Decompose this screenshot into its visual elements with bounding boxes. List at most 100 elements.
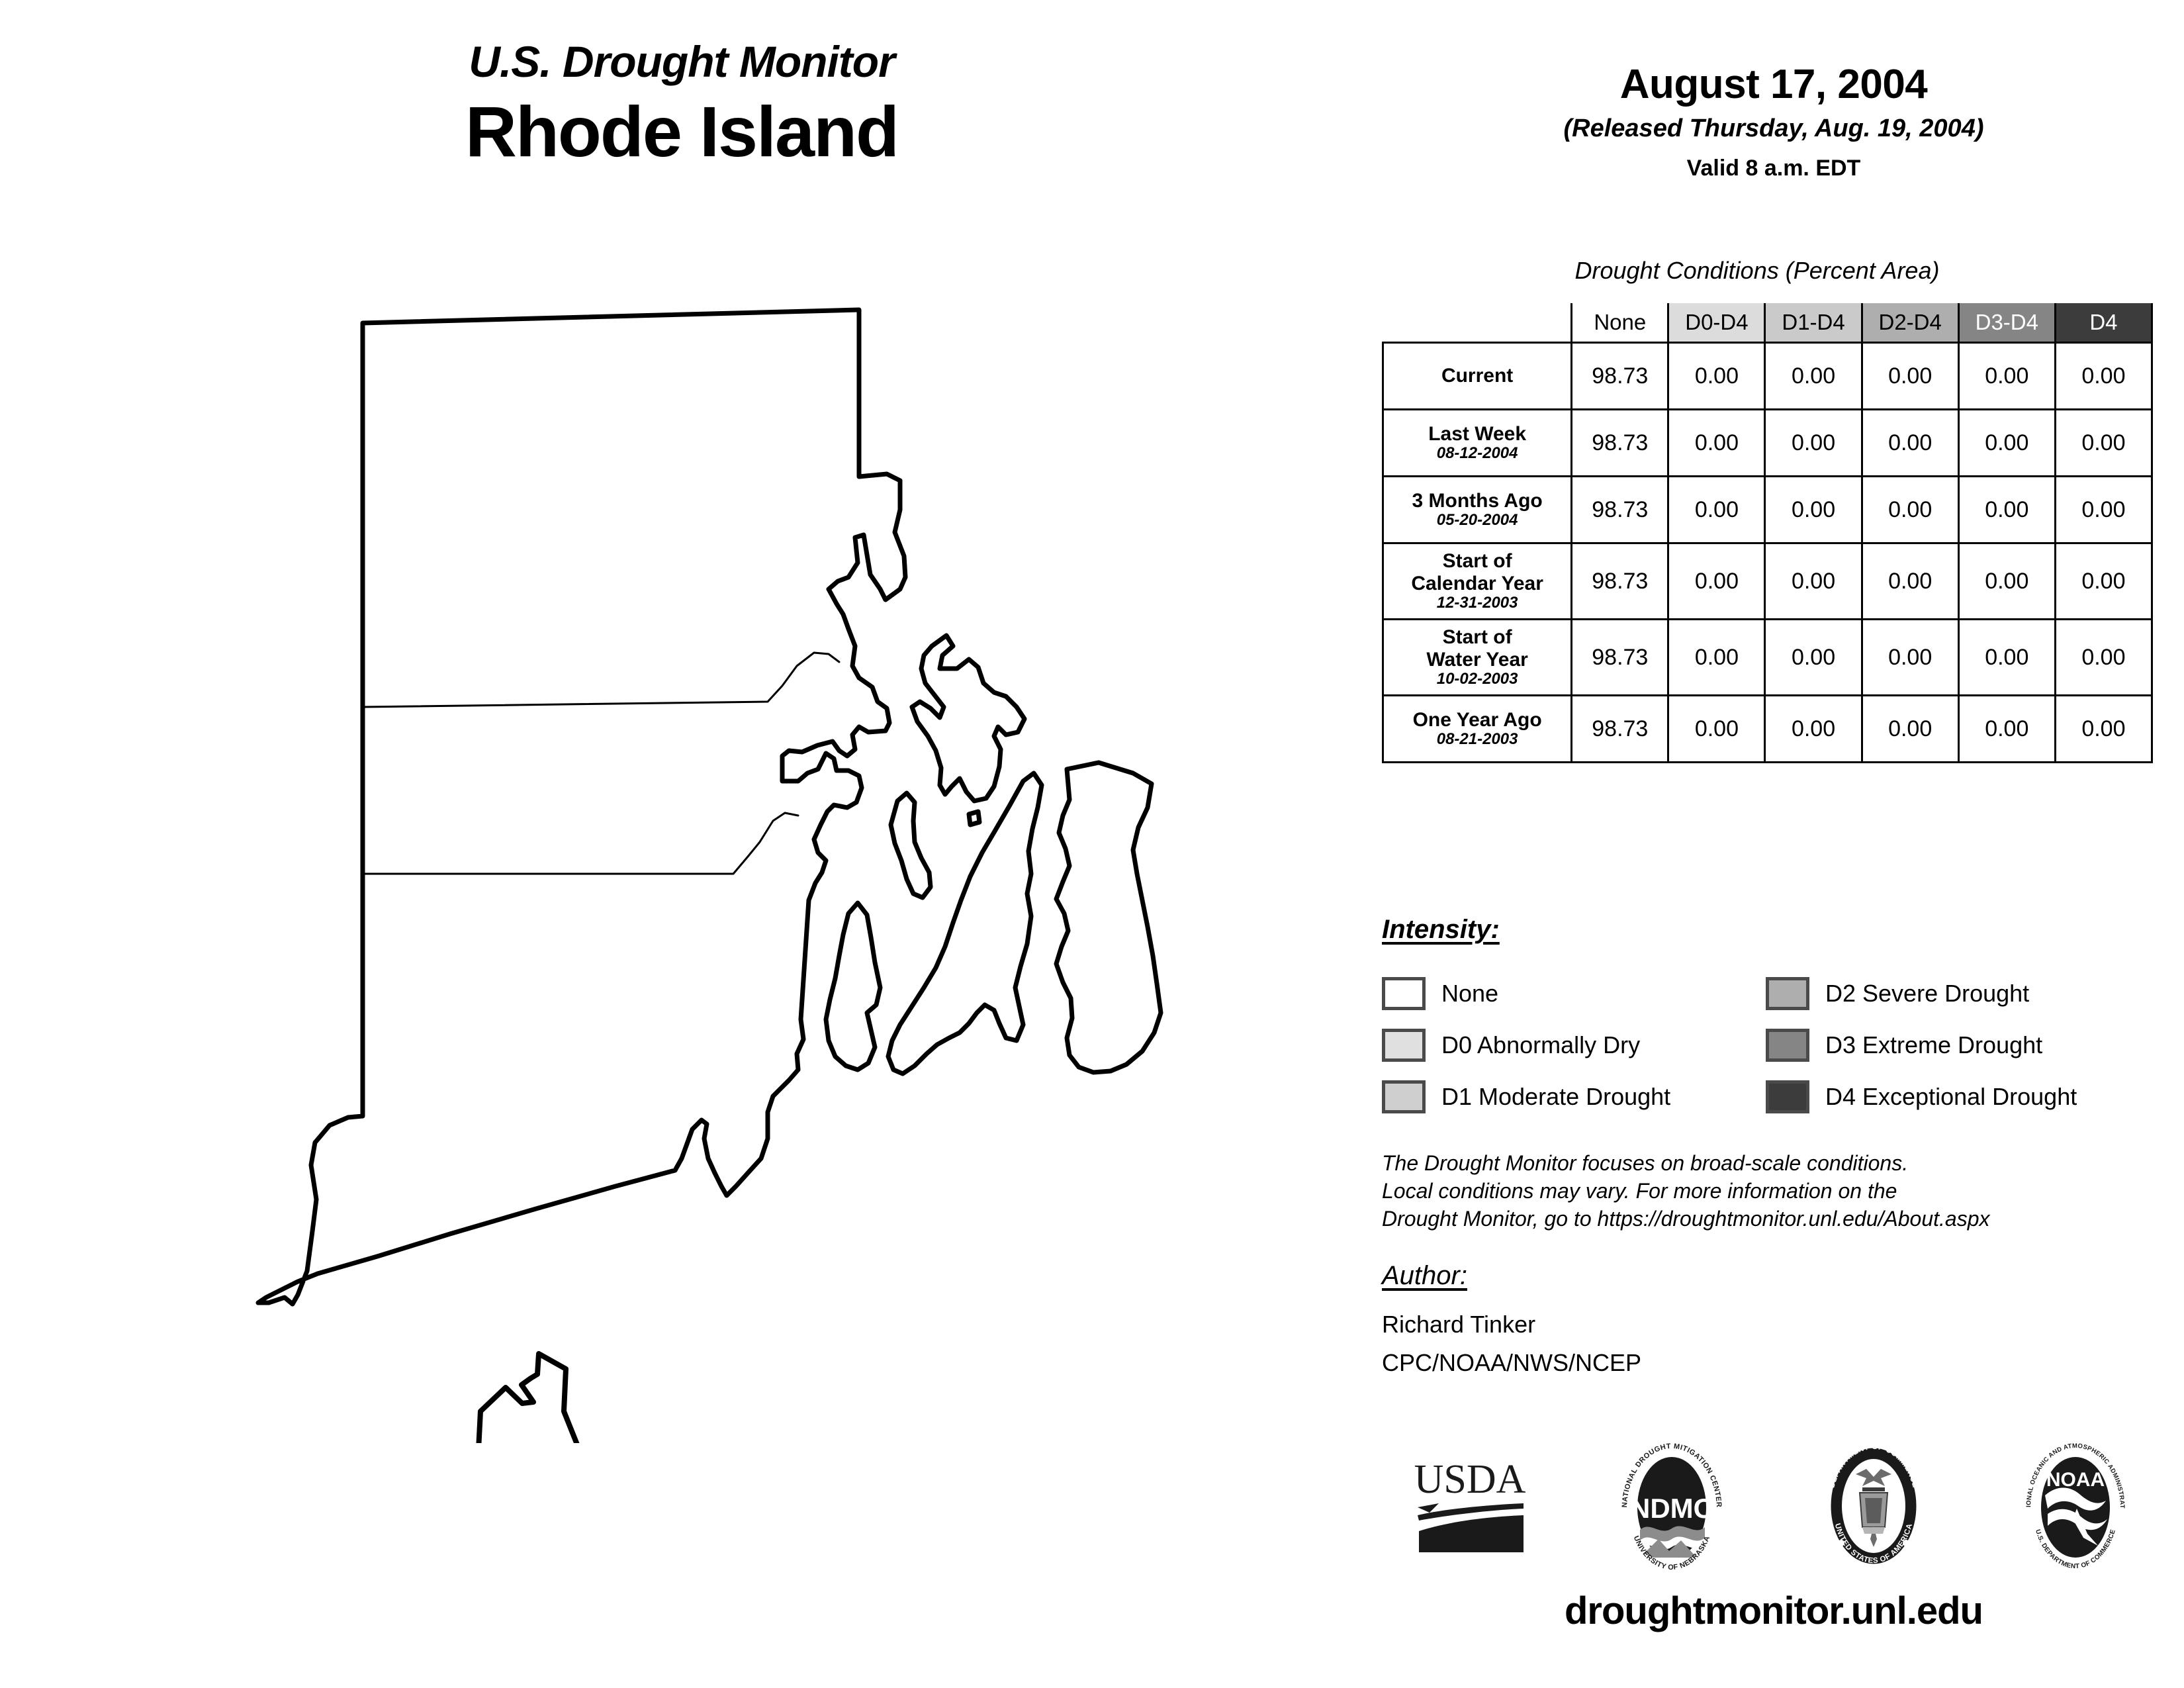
legend-label: D2 Severe Drought (1825, 980, 2030, 1007)
legend-label: D1 Moderate Drought (1441, 1083, 1671, 1110)
column-header-d4: D4 (2054, 303, 2154, 344)
cell-none: 98.73 (1570, 408, 1670, 477)
release-date: (Released Thursday, Aug. 19, 2004) (1563, 115, 1984, 143)
cell-none: 98.73 (1570, 475, 1670, 544)
drought-conditions-table: None D0-D4 D1-D4 D2-D4 D3-D4 D4 Current … (1381, 303, 2154, 763)
disclaimer-text: The Drought Monitor focuses on broad-sca… (1382, 1149, 2176, 1233)
column-header-none: None (1570, 303, 1670, 344)
state-title: Rhode Island (465, 91, 899, 171)
cell-d3d4: 0.00 (1957, 408, 2056, 477)
legend-item-none: None (1382, 968, 1766, 1019)
cell-d4: 0.00 (2054, 408, 2154, 477)
doc-logo: DEPARTMENT OF COMMERCE UNITED STATES OF … (1828, 1443, 1919, 1565)
table-row: Last Week 08-12-2004 98.73 0.00 0.00 0.0… (1381, 408, 2154, 477)
row-label-text: Start of Water Year (1426, 626, 1528, 671)
row-label-current: Current (1381, 342, 1573, 410)
legend-swatch-d3 (1766, 1029, 1809, 1062)
ndmc-logo: NDMC NATIONAL DROUGHT MITIGATION CENTER … (1621, 1442, 1723, 1571)
disclaimer-line-3: Drought Monitor, go to https://droughtmo… (1382, 1207, 1990, 1231)
usda-logo: USDA (1414, 1457, 1525, 1552)
cell-none: 98.73 (1570, 542, 1670, 620)
row-label-start-of-calendar-year: Start of Calendar Year 12-31-2003 (1381, 542, 1573, 620)
cell-d1d4: 0.00 (1764, 694, 1863, 763)
cell-d4: 0.00 (2054, 342, 2154, 410)
cell-d4: 0.00 (2054, 618, 2154, 696)
intensity-heading: Intensity: (1382, 915, 1500, 944)
row-label-last-week: Last Week 08-12-2004 (1381, 408, 1573, 477)
table-header-row: None D0-D4 D1-D4 D2-D4 D3-D4 D4 (1383, 303, 2154, 344)
row-label-date: 12-31-2003 (1436, 594, 1518, 612)
cell-none: 98.73 (1570, 694, 1670, 763)
legend-swatch-d1 (1382, 1080, 1426, 1113)
cell-d4: 0.00 (2054, 475, 2154, 544)
column-header-d0d4: D0-D4 (1667, 303, 1766, 344)
legend-swatch-d0 (1382, 1029, 1426, 1062)
cell-d0d4: 0.00 (1667, 408, 1766, 477)
valid-time: Valid 8 a.m. EDT (1686, 155, 1861, 181)
map-svg (255, 307, 1163, 1443)
cell-d4: 0.00 (2054, 694, 2154, 763)
legend-swatch-none (1382, 977, 1426, 1010)
table-row: Current 98.73 0.00 0.00 0.00 0.00 0.00 (1381, 342, 2154, 410)
program-title: U.S. Drought Monitor (469, 37, 895, 86)
cell-d2d4: 0.00 (1860, 542, 1960, 620)
legend-label: None (1441, 980, 1499, 1007)
cell-d1d4: 0.00 (1764, 342, 1863, 410)
map-little-compton (1054, 760, 1163, 1075)
legend-swatch-d4 (1766, 1080, 1809, 1113)
legend-item-d4: D4 Exceptional Drought (1766, 1071, 2163, 1123)
row-label-date: 08-21-2003 (1436, 730, 1518, 749)
svg-text:USDA: USDA (1414, 1457, 1525, 1502)
legend-label: D4 Exceptional Drought (1825, 1083, 2077, 1110)
cell-d1d4: 0.00 (1764, 542, 1863, 620)
cell-d0d4: 0.00 (1667, 342, 1766, 410)
cell-d0d4: 0.00 (1667, 475, 1766, 544)
row-label-text: 3 Months Ago (1412, 489, 1543, 512)
cell-none: 98.73 (1570, 342, 1670, 410)
column-header-d1d4: D1-D4 (1764, 303, 1863, 344)
svg-text:NDMC: NDMC (1630, 1493, 1713, 1524)
row-label-start-of-water-year: Start of Water Year 10-02-2003 (1381, 618, 1573, 696)
row-label-date: 08-12-2004 (1436, 444, 1518, 463)
map-island-conanicut (888, 790, 933, 900)
legend-label: D0 Abnormally Dry (1441, 1031, 1641, 1058)
svg-text:NOAA: NOAA (2046, 1469, 2105, 1491)
map-county-line-lower (361, 812, 799, 875)
table-row: One Year Ago 08-21-2003 98.73 0.00 0.00 … (1381, 694, 2154, 763)
table-corner-cell (1383, 303, 1572, 343)
cell-d2d4: 0.00 (1860, 408, 1960, 477)
legend-item-d3: D3 Extreme Drought (1766, 1019, 2163, 1071)
cell-d2d4: 0.00 (1860, 342, 1960, 410)
cell-d1d4: 0.00 (1764, 475, 1863, 544)
cell-d2d4: 0.00 (1860, 618, 1960, 696)
right-panel: August 17, 2004 (Released Thursday, Aug.… (1363, 0, 2184, 1688)
legend-swatch-d2 (1766, 977, 1809, 1010)
legend-item-d1: D1 Moderate Drought (1382, 1071, 1766, 1123)
cell-d4: 0.00 (2054, 542, 2154, 620)
row-label-text: One Year Ago (1412, 708, 1542, 731)
row-label-one-year-ago: One Year Ago 08-21-2003 (1381, 694, 1573, 763)
map-island-aquidneck (886, 771, 1044, 1076)
cell-d3d4: 0.00 (1957, 542, 2056, 620)
cell-d2d4: 0.00 (1860, 694, 1960, 763)
legend-label: D3 Extreme Drought (1825, 1031, 2043, 1058)
legend-item-d2: D2 Severe Drought (1766, 968, 2163, 1019)
map-west-peninsula (823, 900, 883, 1072)
cell-d0d4: 0.00 (1667, 542, 1766, 620)
row-label-date: 05-20-2004 (1436, 511, 1518, 530)
cell-d1d4: 0.00 (1764, 408, 1863, 477)
left-title-block: U.S. Drought Monitor Rhode Island (0, 40, 1363, 169)
table-row: Start of Water Year 10-02-2003 98.73 0.00… (1381, 618, 2154, 696)
cell-d0d4: 0.00 (1667, 694, 1766, 763)
table-caption: Drought Conditions (Percent Area) (1574, 257, 1940, 284)
cell-d0d4: 0.00 (1667, 618, 1766, 696)
cell-none: 98.73 (1570, 618, 1670, 696)
author-heading: Author: (1382, 1261, 1467, 1290)
cell-d2d4: 0.00 (1860, 475, 1960, 544)
disclaimer-line-2: Local conditions may vary. For more info… (1382, 1179, 1897, 1203)
cell-d3d4: 0.00 (1957, 694, 2056, 763)
map-block-island (476, 1351, 580, 1443)
noaa-logo: NOAA NATIONAL OCEANIC AND ATMOSPHERIC AD… (2016, 1440, 2126, 1570)
cell-d1d4: 0.00 (1764, 618, 1863, 696)
legend-item-d0: D0 Abnormally Dry (1382, 1019, 1766, 1071)
